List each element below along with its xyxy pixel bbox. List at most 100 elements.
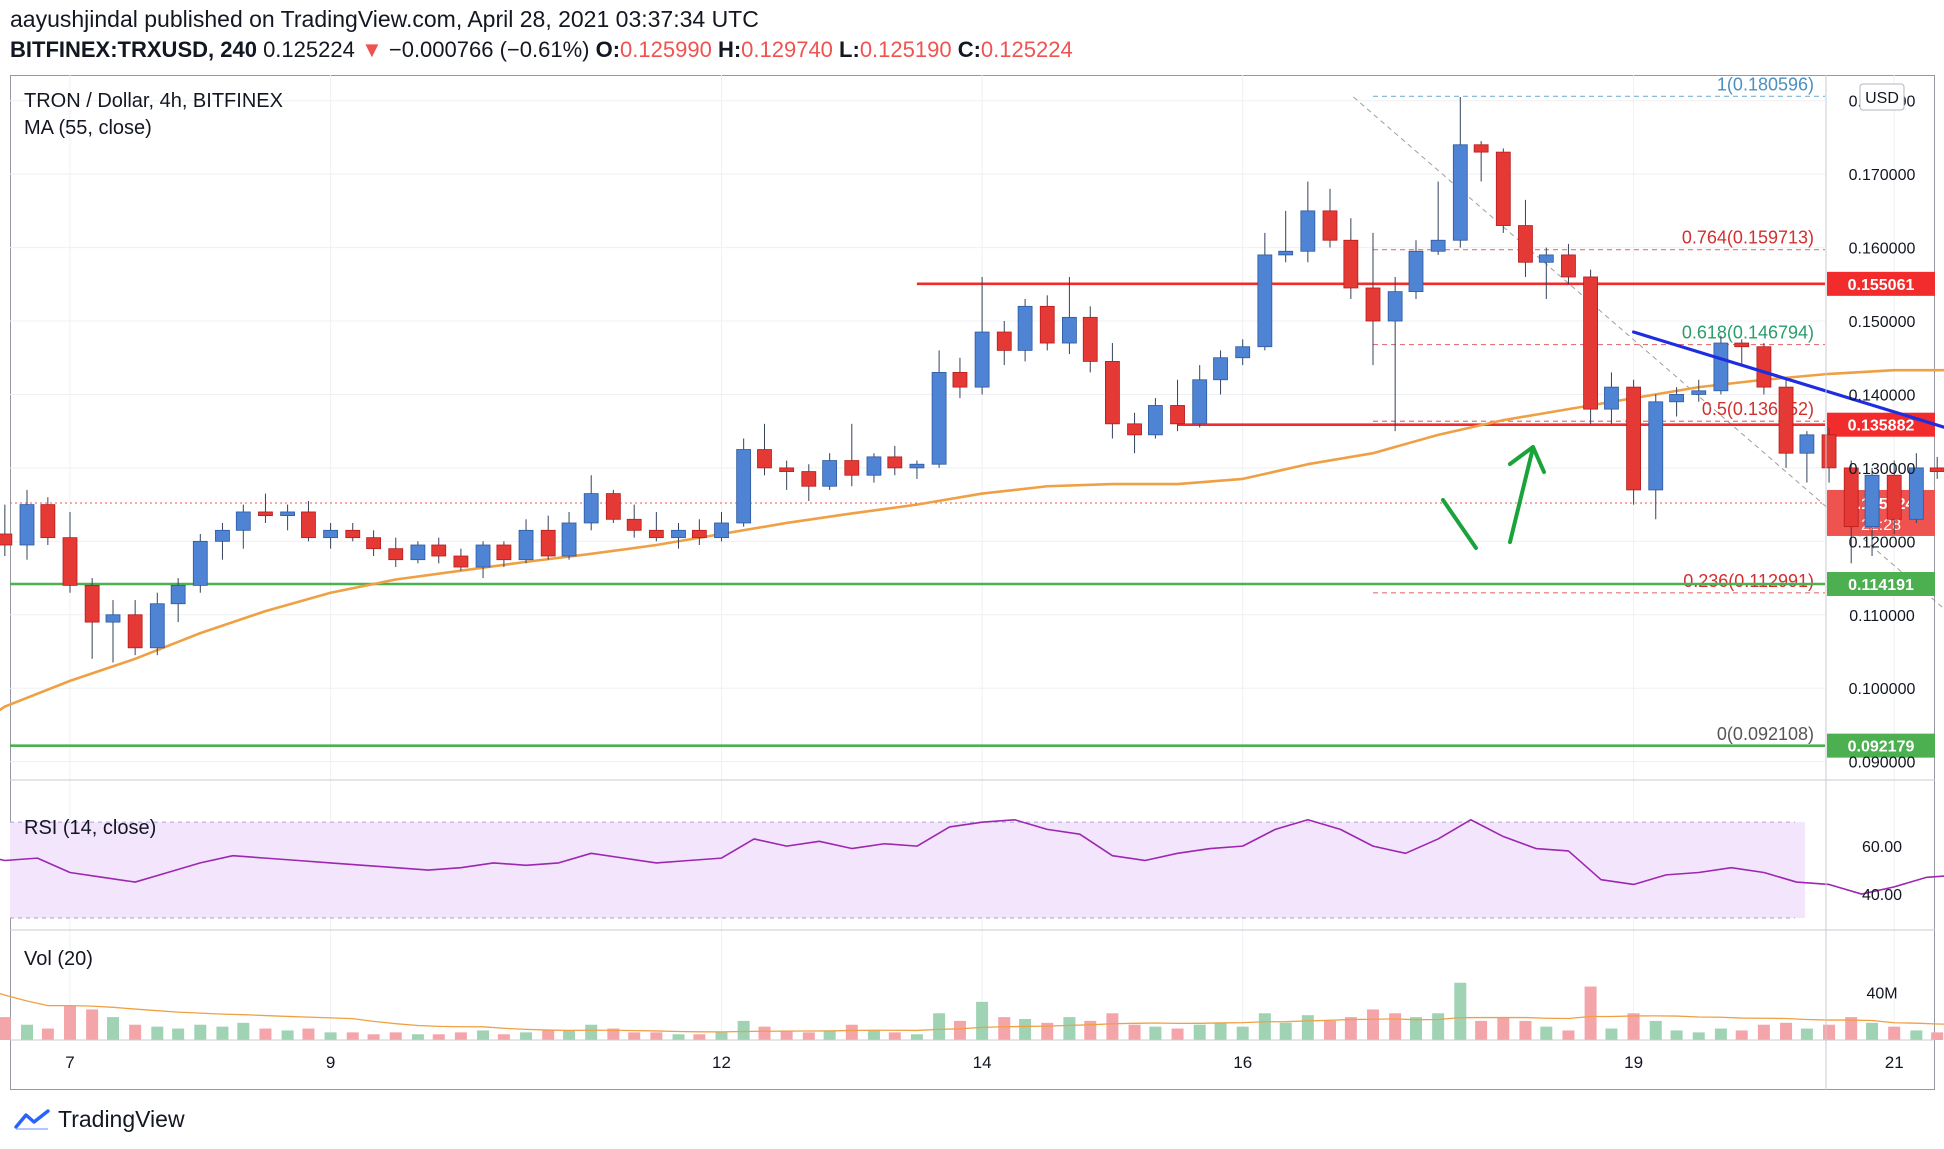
candle-body [952, 372, 968, 388]
candle-body [1713, 342, 1729, 392]
candle-body [909, 463, 925, 469]
level-price-tag [1827, 271, 1935, 296]
price-tick-label: 0.130000 [1849, 461, 1916, 478]
candle-body [149, 603, 165, 649]
candle-body [648, 529, 664, 539]
candle-body [19, 504, 35, 546]
candle-body [1322, 210, 1338, 241]
volume-bar [86, 1009, 99, 1040]
volume-bar [1063, 1017, 1076, 1040]
candle-body [1538, 254, 1554, 263]
candle-body [974, 331, 990, 388]
volume-bar [976, 1001, 989, 1040]
candle-body [561, 522, 577, 557]
volume-bar [411, 1034, 424, 1040]
volume-bar [1019, 1019, 1032, 1040]
candle-body [605, 493, 621, 520]
change-text: −0.000766 (−0.61%) [388, 37, 590, 62]
volume-bar [346, 1032, 359, 1040]
volume-bar [1171, 1028, 1184, 1040]
volume-bar [1084, 1020, 1097, 1040]
volume-bar [1562, 1030, 1575, 1040]
volume-bar [1627, 1013, 1640, 1040]
candle-body [388, 548, 404, 561]
candle-body [736, 449, 752, 524]
volume-bar [216, 1026, 229, 1040]
projection-arrows [1441, 445, 1546, 550]
close-label: C: [957, 37, 981, 62]
candle-body [192, 540, 208, 586]
price-tick-label: 0.150000 [1849, 314, 1916, 331]
level-price-label: 0.155061 [1848, 277, 1915, 294]
volume-bar [998, 1017, 1011, 1040]
candle-body [1886, 474, 1902, 520]
currency-badge[interactable]: USD [1859, 83, 1905, 111]
candle-body [1062, 316, 1077, 344]
volume-bar [41, 1028, 54, 1040]
candle-body [1734, 342, 1750, 348]
candle-body [1561, 254, 1576, 278]
candle-body [410, 544, 426, 561]
volume-bar [0, 1017, 11, 1040]
volume-bar [1931, 1032, 1944, 1040]
candle-body [1452, 144, 1468, 241]
candle-body [931, 372, 947, 465]
candle-body [127, 614, 143, 649]
volume-bar [281, 1030, 294, 1040]
time-tick-label: 14 [973, 1053, 992, 1072]
price-tick-label-partial: 0.090000 [1849, 755, 1916, 772]
volume-bar [194, 1024, 207, 1040]
fib-level-label: 0.764(0.159713) [1682, 228, 1814, 248]
volume-bar [259, 1028, 272, 1040]
volume-bar [1432, 1013, 1445, 1040]
price-tick-label: 0.160000 [1849, 241, 1916, 258]
brand-name[interactable]: TradingView [58, 1106, 185, 1132]
candle-body [323, 529, 339, 539]
rsi-tick-label: 60.00 [1862, 839, 1902, 856]
rsi-tick-label: 40.00 [1862, 887, 1902, 904]
candle-body [626, 518, 642, 531]
symbol-name: BITFINEX:TRXUSD, 240 [10, 37, 257, 62]
volume-bar [1605, 1028, 1618, 1040]
volume-bar [106, 1017, 119, 1040]
candle-body [1365, 287, 1381, 322]
candle-body [1604, 386, 1619, 410]
volume-bar [563, 1030, 576, 1040]
volume-bar [910, 1034, 923, 1040]
volume-bar [1389, 1013, 1402, 1040]
candle-body [1799, 434, 1815, 454]
price-tick-label: 0.100000 [1849, 681, 1916, 698]
volume-bar [607, 1028, 620, 1040]
candle-body [1626, 386, 1641, 491]
tradingview-logo-icon[interactable] [14, 1108, 50, 1131]
time-tick-label: 16 [1233, 1053, 1252, 1072]
trendline [1631, 330, 1944, 429]
volume-bar [758, 1026, 771, 1040]
volume-bar [1236, 1026, 1249, 1040]
price-tick-label: 0.120000 [1849, 534, 1916, 551]
trendlines [1631, 330, 1944, 429]
candle-body [1473, 144, 1489, 153]
volume-bar [888, 1032, 901, 1040]
candle-body [366, 537, 381, 550]
candle-body [1127, 423, 1142, 436]
high-label: H: [717, 37, 742, 62]
volume-bar [1845, 1017, 1858, 1040]
fib-level-label: 0(0.092108) [1717, 724, 1814, 744]
volume-bar [324, 1032, 337, 1040]
author-name[interactable]: aayushjindal [10, 6, 138, 32]
candle-body [1257, 254, 1273, 348]
arrow-down-stroke [1441, 498, 1478, 550]
fib-retracement-diagonal [1353, 96, 1944, 610]
volume-bar [1324, 1020, 1337, 1040]
candle-body [170, 584, 186, 605]
candle-body [671, 529, 686, 539]
candle-body [1213, 357, 1228, 381]
candle-body [1908, 467, 1924, 520]
volume-bar [1367, 1009, 1379, 1040]
volume-bar [1823, 1024, 1836, 1040]
volume-bar [672, 1034, 685, 1040]
candle-body [1756, 346, 1772, 388]
candle-body [1105, 361, 1120, 425]
